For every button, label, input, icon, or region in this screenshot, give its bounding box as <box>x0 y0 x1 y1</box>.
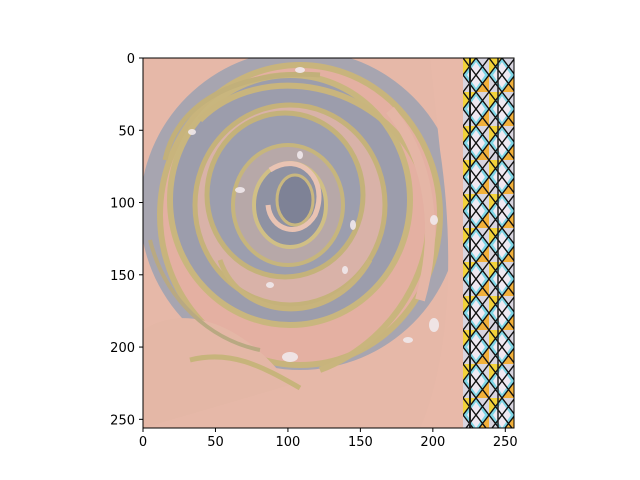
x-axis: 0 50 100 150 200 250 <box>139 428 518 450</box>
axes-frame <box>142 57 515 429</box>
y-tick-label: 250 <box>110 413 135 428</box>
x-tick-label: 50 <box>207 435 224 450</box>
y-tick-label: 200 <box>110 341 135 356</box>
x-tick-label: 200 <box>420 435 445 450</box>
x-tick-label: 100 <box>276 435 301 450</box>
y-tick-label: 0 <box>127 52 135 67</box>
y-tick-label: 50 <box>118 124 135 139</box>
y-axis: 0 50 100 150 200 250 <box>110 52 143 428</box>
y-tick-label: 100 <box>110 197 135 212</box>
x-tick-label: 0 <box>139 435 147 450</box>
rose-image <box>143 58 514 428</box>
y-tick-label: 150 <box>110 269 135 284</box>
x-tick-label: 150 <box>348 435 373 450</box>
x-tick-label: 250 <box>493 435 518 450</box>
